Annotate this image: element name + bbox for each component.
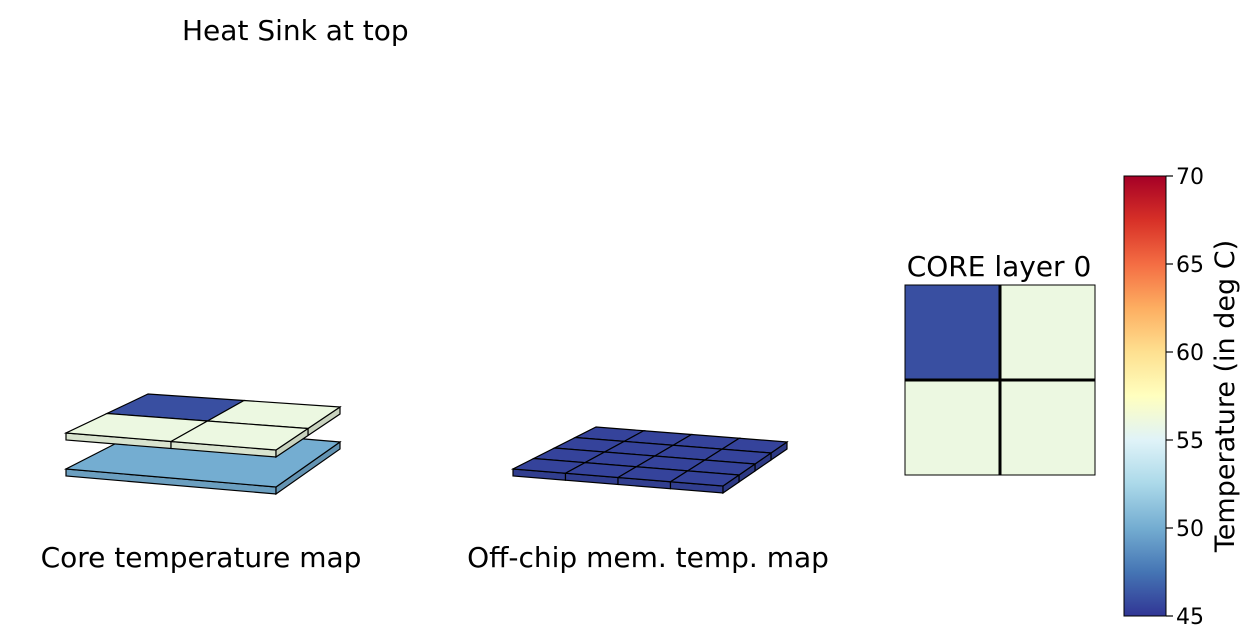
colorbar-tick-label: 45	[1176, 605, 1204, 630]
core-layer-cell	[905, 380, 1000, 475]
colorbar-label: Temperature (in deg C)	[1210, 240, 1241, 553]
core-map-caption: Core temperature map	[41, 541, 362, 574]
core-temperature-map-3d	[63, 393, 342, 496]
colorbar-tick-label: 50	[1176, 517, 1204, 542]
colorbar-tick-label: 65	[1176, 253, 1204, 278]
mem-map-caption: Off-chip mem. temp. map	[467, 541, 829, 574]
core-top-layer-cell	[168, 420, 310, 451]
core-layer-title: CORE layer 0	[907, 250, 1092, 283]
core-layer-heatmap	[904, 284, 1096, 476]
heat-sink-label: Heat Sink at top	[182, 14, 409, 47]
core-layer-cell	[905, 285, 1000, 380]
colorbar-tick-label: 55	[1176, 429, 1204, 454]
core-layer-frame	[904, 284, 1096, 476]
colorbar-ticks: 45 50 55 60 65 70	[1166, 165, 1204, 630]
colorbar-tick-label: 60	[1176, 341, 1204, 366]
memory-temperature-map-3d	[510, 426, 789, 495]
colorbar-tick-label: 70	[1176, 165, 1204, 190]
mem-layer-cell	[668, 470, 741, 487]
core-layer-cell	[1000, 285, 1095, 380]
colorbar	[1123, 175, 1167, 617]
core-layer-cell	[1000, 380, 1095, 475]
